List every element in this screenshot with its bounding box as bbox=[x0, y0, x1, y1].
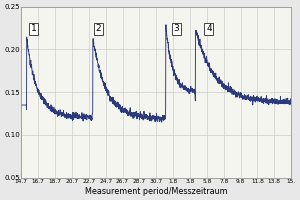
Text: 3: 3 bbox=[174, 24, 179, 33]
Text: 2: 2 bbox=[95, 24, 101, 33]
X-axis label: Measurement period/Messzeitraum: Measurement period/Messzeitraum bbox=[85, 187, 228, 196]
Text: 4: 4 bbox=[206, 24, 212, 33]
Text: 1: 1 bbox=[31, 24, 36, 33]
